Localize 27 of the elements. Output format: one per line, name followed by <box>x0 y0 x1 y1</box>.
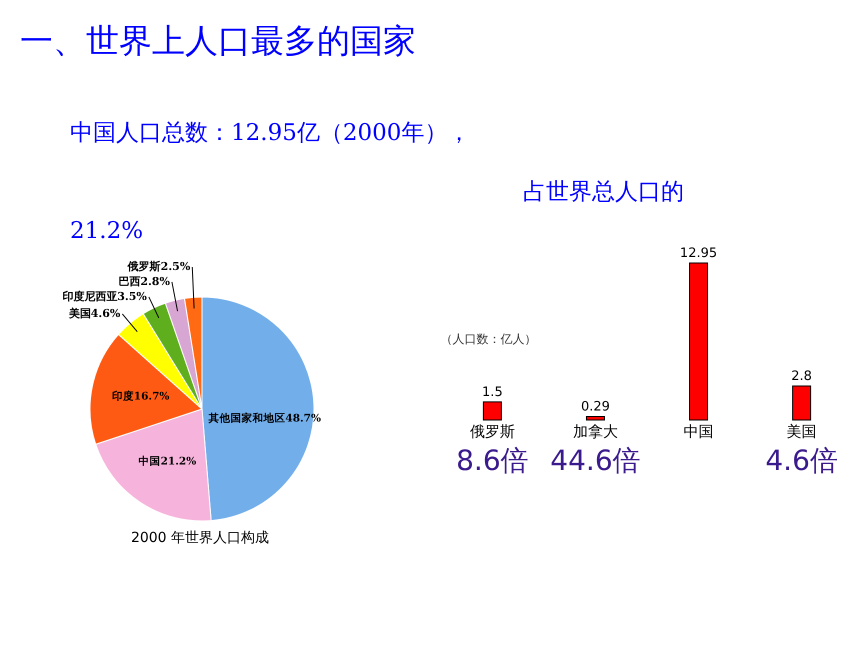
text: 21.2% <box>70 218 144 244</box>
text: 占世界总人口的 <box>523 179 684 205</box>
text: 4.6倍 <box>765 444 838 477</box>
data-label: 2.8 <box>791 369 812 384</box>
text: 44.6倍 <box>550 444 641 477</box>
bar <box>482 401 502 420</box>
text: 一、世界上人口最多的国家 <box>20 21 416 60</box>
data-label: 0.29 <box>580 399 610 414</box>
slice-label: 中国21.2% <box>138 454 196 468</box>
text: 中国人口总数：12.95亿（2000年）， <box>70 120 470 146</box>
slice-label: 美国4.6% <box>68 306 121 320</box>
y-axis-title: （人口数：亿人） <box>440 332 536 346</box>
text: 8.6倍 <box>456 444 529 477</box>
x-tick-label: 俄罗斯 <box>470 422 515 440</box>
bar <box>792 386 812 420</box>
slice-label: 印度尼西亚3.5% <box>62 290 148 303</box>
x-tick-label: 美国 <box>786 422 817 440</box>
slice-label: 俄罗斯2.5% <box>126 260 191 273</box>
x-tick-label: 中国 <box>684 422 714 440</box>
text: 2000 年世界人口构成 <box>130 530 270 546</box>
x-tick-label: 加拿大 <box>572 422 618 440</box>
bar <box>689 262 708 420</box>
data-label: 12.95 <box>680 246 718 261</box>
bar <box>586 416 605 420</box>
slice-label: 巴西2.8% <box>118 274 170 288</box>
slice-label: 印度16.7% <box>112 389 170 402</box>
data-label: 1.5 <box>482 384 503 400</box>
